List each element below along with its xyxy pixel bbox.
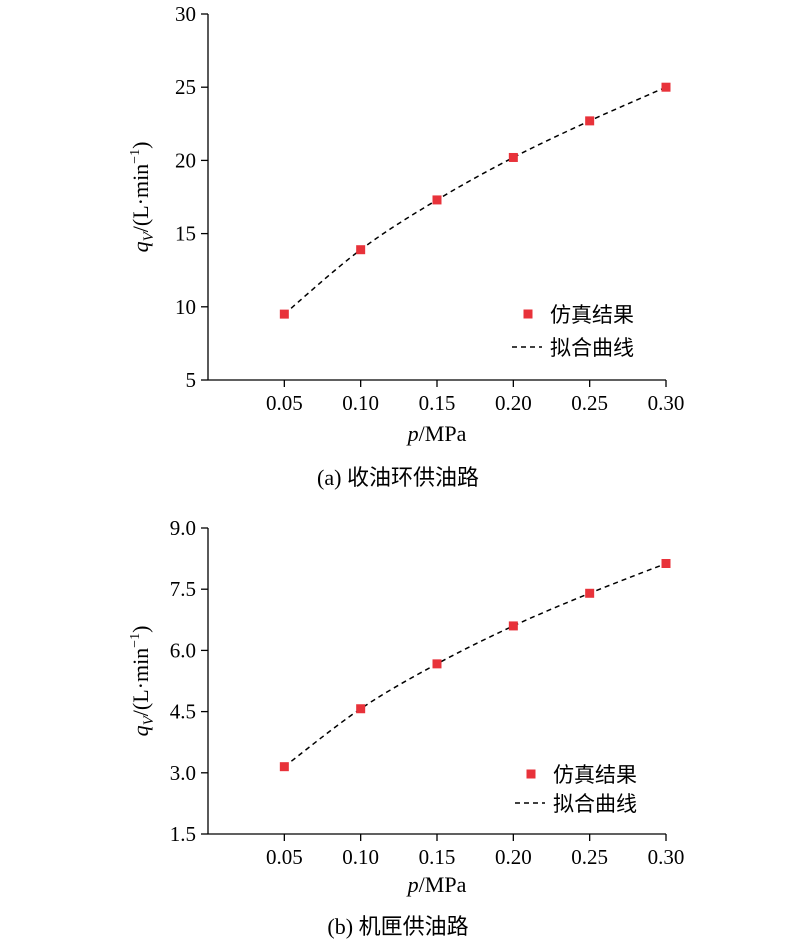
y-axis-label: qV/(L·min−1) (128, 626, 157, 737)
y-axis-unit: /(L·min (128, 648, 153, 716)
y-tick-label: 1.5 (170, 822, 196, 846)
y-axis-label: qV/(L·min−1) (128, 142, 157, 253)
fit-curve-line (283, 562, 667, 768)
legend-label-markers: 仿真结果 (550, 303, 634, 327)
x-tick-label: 0.20 (495, 391, 532, 415)
y-axis-unit: /(L·min (128, 164, 153, 232)
x-tick-label: 0.10 (342, 845, 379, 869)
y-axis-close: ) (128, 626, 153, 633)
data-point (432, 195, 442, 205)
data-point (508, 152, 518, 162)
legend-marker-swatch (523, 309, 533, 319)
y-axis-var: q (128, 241, 153, 252)
legend-marker-swatch (526, 769, 536, 779)
data-point (661, 558, 671, 568)
x-tick-label: 0.15 (419, 845, 456, 869)
x-tick-label: 0.30 (648, 845, 685, 869)
panel-caption: (b) 机匣供油路 (327, 914, 468, 939)
y-tick-label: 5 (186, 368, 197, 392)
data-point (279, 762, 289, 772)
y-tick-label: 25 (175, 75, 196, 99)
x-tick-label: 0.25 (571, 845, 608, 869)
x-tick-label: 0.15 (419, 391, 456, 415)
chart-panel-b: 1.5 3.0 4.5 6.0 7.5 9.0 0.05 0.10 0.15 0.20 0.25 0.… (128, 516, 684, 939)
data-point (585, 116, 595, 126)
x-axis-var: p (406, 421, 419, 446)
x-tick-label: 0.30 (648, 391, 685, 415)
legend-label-markers: 仿真结果 (553, 763, 637, 787)
data-point (432, 659, 442, 669)
data-point (585, 588, 595, 598)
y-axis-var: q (128, 725, 153, 736)
y-tick-label: 7.5 (170, 577, 196, 601)
x-axis-label: p/MPa (406, 872, 467, 897)
x-tick-label: 0.05 (266, 845, 303, 869)
x-tick-label: 0.10 (342, 391, 379, 415)
y-tick-label: 30 (175, 2, 196, 26)
y-tick-label: 10 (175, 295, 196, 319)
x-tick-label: 0.05 (266, 391, 303, 415)
x-axis-label: p/MPa (406, 421, 467, 446)
y-tick-label: 15 (175, 222, 196, 246)
data-point (661, 82, 671, 92)
legend-label-line: 拟合曲线 (550, 336, 634, 360)
panel-caption: (a) 收油环供油路 (317, 465, 479, 490)
y-axis-sup: −1 (128, 149, 143, 164)
x-tick-label: 0.25 (571, 391, 608, 415)
fit-curve-line (283, 86, 667, 315)
y-axis-sub: V (141, 230, 157, 241)
x-tick-label: 0.20 (495, 845, 532, 869)
y-tick-label: 20 (175, 148, 196, 172)
data-point (356, 245, 366, 255)
y-axis-sub: V (141, 714, 157, 725)
x-axis-var: p (406, 872, 419, 897)
x-axis-unit: /MPa (419, 872, 467, 897)
y-tick-label: 9.0 (170, 516, 196, 540)
x-axis-unit: /MPa (419, 421, 467, 446)
data-point (356, 704, 366, 714)
y-tick-label: 6.0 (170, 638, 196, 662)
y-tick-label: 3.0 (170, 761, 196, 785)
y-tick-label: 4.5 (170, 700, 196, 724)
data-point (508, 621, 518, 631)
legend-label-line: 拟合曲线 (553, 792, 637, 816)
y-axis-sup: −1 (128, 633, 143, 648)
chart-panel-a: 5 10 15 20 25 30 0.05 0.10 0.15 0.20 0.25 0.30 p/MPa… (128, 2, 684, 490)
y-axis-close: ) (128, 142, 153, 149)
data-point (279, 309, 289, 319)
